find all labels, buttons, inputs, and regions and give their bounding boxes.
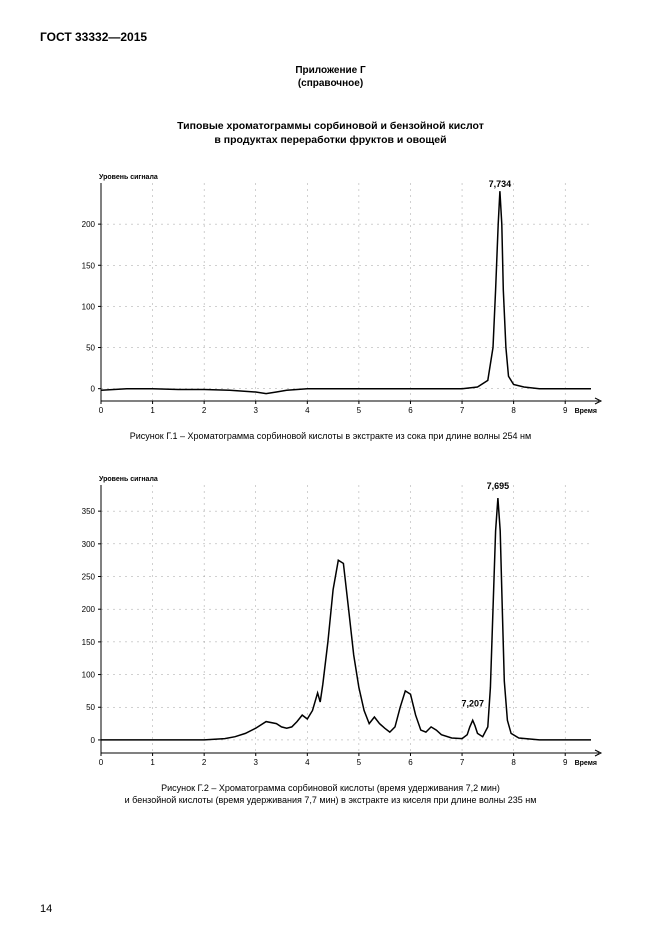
svg-text:50: 50 bbox=[86, 703, 95, 712]
page: ГОСТ 33332—2015 Приложение Г (справочное… bbox=[0, 0, 661, 935]
svg-text:3: 3 bbox=[253, 758, 258, 767]
svg-text:150: 150 bbox=[81, 262, 95, 271]
svg-text:7: 7 bbox=[459, 406, 464, 415]
title-line2: в продуктах переработки фруктов и овощей bbox=[214, 134, 446, 146]
svg-text:1: 1 bbox=[150, 406, 155, 415]
section-title: Типовые хроматограммы сорбиновой и бензо… bbox=[40, 120, 621, 147]
svg-text:6: 6 bbox=[408, 406, 413, 415]
svg-text:1: 1 bbox=[150, 758, 155, 767]
svg-text:7,207: 7,207 bbox=[461, 698, 484, 708]
svg-text:0: 0 bbox=[98, 758, 103, 767]
svg-text:8: 8 bbox=[511, 758, 516, 767]
svg-text:0: 0 bbox=[98, 406, 103, 415]
svg-text:7,695: 7,695 bbox=[486, 481, 509, 491]
svg-text:Время: Время bbox=[574, 760, 596, 767]
svg-text:0: 0 bbox=[90, 736, 95, 745]
svg-text:4: 4 bbox=[305, 406, 310, 415]
page-number: 14 bbox=[40, 903, 52, 915]
svg-text:2: 2 bbox=[201, 406, 206, 415]
svg-text:200: 200 bbox=[81, 220, 95, 229]
svg-text:200: 200 bbox=[81, 605, 95, 614]
appendix-line2: (справочное) bbox=[298, 78, 363, 89]
svg-text:100: 100 bbox=[81, 303, 95, 312]
svg-text:9: 9 bbox=[562, 406, 567, 415]
svg-text:50: 50 bbox=[86, 344, 95, 353]
svg-text:2: 2 bbox=[201, 758, 206, 767]
svg-text:100: 100 bbox=[81, 671, 95, 680]
chart2-container: 0 50 100 150 200 250 300 350 0 1 2 3 4 5 6 7 8 9 Уровень с… bbox=[40, 467, 621, 806]
svg-text:Время: Время bbox=[574, 408, 596, 415]
svg-text:300: 300 bbox=[81, 540, 95, 549]
appendix-line1: Приложение Г bbox=[295, 65, 365, 76]
chart1-caption: Рисунок Г.1 – Хроматограмма сорбиновой к… bbox=[40, 431, 621, 443]
svg-text:3: 3 bbox=[253, 406, 258, 415]
svg-text:7,734: 7,734 bbox=[488, 180, 511, 190]
svg-text:6: 6 bbox=[408, 758, 413, 767]
chart1-chromatogram: 0 50 100 150 200 0 1 2 3 4 5 6 7 8 9 Уровень сигнала Вре… bbox=[51, 165, 611, 425]
svg-text:9: 9 bbox=[562, 758, 567, 767]
svg-text:0: 0 bbox=[90, 385, 95, 394]
svg-text:Уровень сигнала: Уровень сигнала bbox=[99, 174, 158, 181]
svg-text:7: 7 bbox=[459, 758, 464, 767]
svg-text:5: 5 bbox=[356, 406, 361, 415]
chart1-container: 0 50 100 150 200 0 1 2 3 4 5 6 7 8 9 Уровень сигнала Вре… bbox=[40, 165, 621, 443]
chart2-caption-l2: и бензойной кислоты (время удерживания 7… bbox=[125, 795, 537, 805]
svg-text:150: 150 bbox=[81, 638, 95, 647]
chart2-caption-l1: Рисунок Г.2 – Хроматограмма сорбиновой к… bbox=[161, 783, 500, 793]
chart2-caption: Рисунок Г.2 – Хроматограмма сорбиновой к… bbox=[40, 783, 621, 806]
svg-text:350: 350 bbox=[81, 507, 95, 516]
appendix-heading: Приложение Г (справочное) bbox=[40, 64, 621, 90]
document-code: ГОСТ 33332—2015 bbox=[40, 30, 621, 44]
svg-text:5: 5 bbox=[356, 758, 361, 767]
chart2-chromatogram: 0 50 100 150 200 250 300 350 0 1 2 3 4 5 6 7 8 9 Уровень с… bbox=[51, 467, 611, 777]
svg-text:4: 4 bbox=[305, 758, 310, 767]
svg-text:8: 8 bbox=[511, 406, 516, 415]
title-line1: Типовые хроматограммы сорбиновой и бензо… bbox=[177, 120, 484, 132]
svg-text:Уровень сигнала: Уровень сигнала bbox=[99, 476, 158, 483]
svg-text:250: 250 bbox=[81, 572, 95, 581]
